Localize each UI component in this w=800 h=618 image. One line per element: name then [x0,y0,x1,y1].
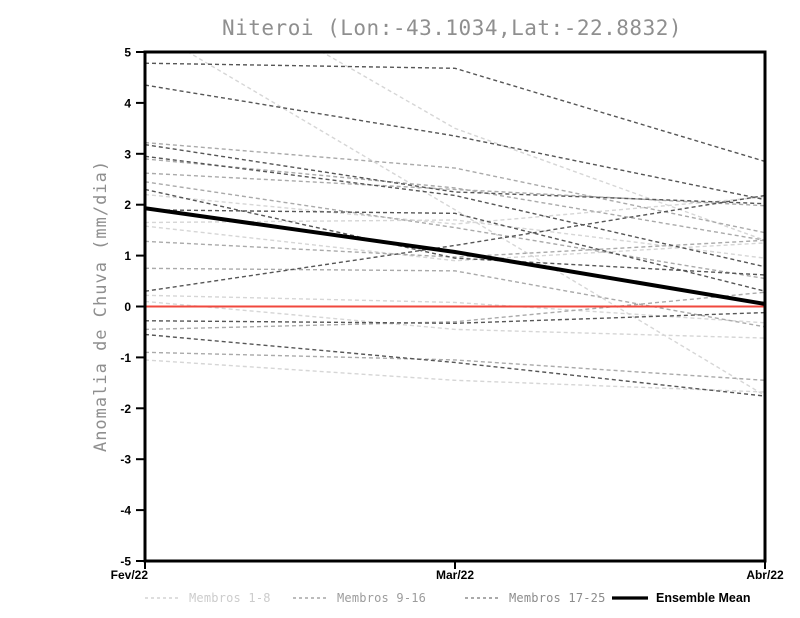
ensemble-mean-line [145,206,765,306]
member-line [145,351,765,382]
y-tick-label: 2 [124,198,131,212]
x-tick-label-abr: Abr/22 [746,568,784,582]
member-line [145,294,765,324]
member-lines-layer [145,52,765,397]
legend-label-membros-9-16: Membros 9-16 [337,591,426,605]
y-tick-label: -2 [120,402,131,416]
x-tick-label-fev: Fev/22 [111,568,149,582]
y-axis-label: Anomalia de Chuva (mm/dia) [91,160,111,452]
member-line [145,300,765,339]
y-axis-ticks: 5 4 3 2 1 0 -1 -2 -3 -4 -5 [120,46,145,569]
member-line [145,181,765,280]
chart-legend: Membros 1-8 Membros 9-16 Membros 17-25 E… [145,591,750,605]
member-line [145,158,765,242]
member-line [320,52,765,241]
member-line [145,143,765,205]
member-line [145,239,765,258]
y-tick-label: -3 [120,453,131,467]
member-line [145,219,765,259]
member-line [145,225,765,262]
legend-label-membros-17-25: Membros 17-25 [509,591,606,605]
member-line [145,141,765,234]
member-line [145,62,765,163]
y-tick-label: -5 [120,555,131,569]
x-axis-ticks: Fev/22 Mar/22 Abr/22 [111,561,784,582]
member-line [145,209,765,292]
y-tick-label: -1 [120,351,131,365]
chart-title: Niteroi (Lon:-43.1034,Lat:-22.8832) [222,16,682,40]
x-tick-label-mar: Mar/22 [436,568,474,582]
member-line [145,193,765,225]
member-line [145,359,765,393]
member-line [145,84,765,201]
member-line [186,52,765,397]
mean-line-layer [145,206,765,308]
member-line [145,188,765,276]
member-line [145,311,765,324]
y-tick-label: 0 [124,300,131,314]
y-tick-label: 1 [124,249,131,263]
legend-label-ensemble-mean: Ensemble Mean [656,591,750,605]
y-tick-label: 5 [124,46,131,60]
y-tick-label: 4 [124,96,131,110]
member-line [145,333,765,397]
legend-label-membros-1-8: Membros 1-8 [189,591,271,605]
member-line [145,267,765,328]
y-tick-label: -4 [120,504,131,518]
y-tick-label: 3 [124,147,131,161]
member-line [145,291,765,331]
member-line [145,172,765,207]
